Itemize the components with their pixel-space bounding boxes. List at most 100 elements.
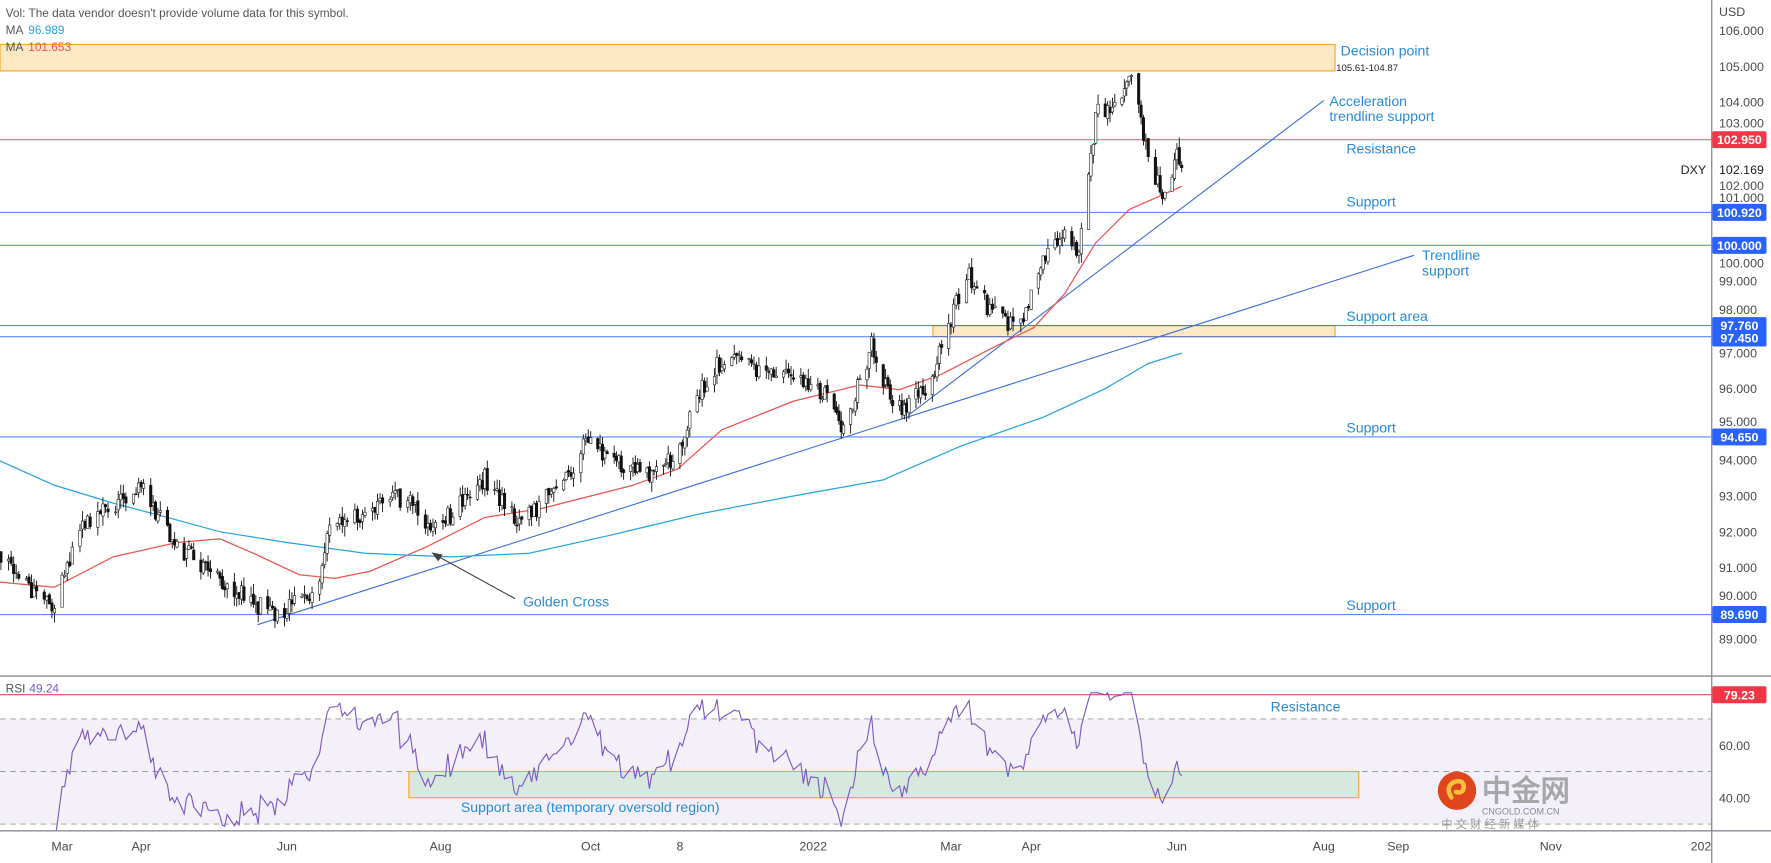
candle-bullish <box>353 509 357 523</box>
candle-bullish <box>562 479 566 491</box>
candle-bearish <box>923 392 927 396</box>
acceleration-trendline[interactable] <box>908 100 1325 416</box>
candle-bullish <box>1110 106 1114 113</box>
candle-bullish <box>446 507 450 526</box>
candle-bullish <box>343 519 347 527</box>
candle-bullish <box>993 305 997 308</box>
candle-bearish <box>355 508 359 523</box>
candle-bullish <box>581 438 585 455</box>
candle-bullish <box>60 574 64 608</box>
candle-bearish <box>124 496 128 504</box>
price-tick: 92.000 <box>1719 525 1757 539</box>
candle-bearish <box>698 397 702 399</box>
price-tick: 93.000 <box>1719 490 1757 504</box>
candle-bearish <box>98 510 102 515</box>
trendline-label-2: support <box>1422 263 1469 279</box>
candle-bearish <box>29 582 34 599</box>
candle-bullish <box>65 562 69 574</box>
candle-bullish <box>965 279 969 304</box>
candle-bullish <box>654 466 658 472</box>
candle-bullish <box>216 570 220 573</box>
candle-bearish <box>940 344 944 348</box>
candle-bullish <box>564 471 568 480</box>
candle-bullish <box>510 506 514 508</box>
candle-bullish <box>664 463 668 465</box>
candle-bullish <box>96 511 100 528</box>
candle-bullish <box>804 378 808 387</box>
candle-bearish <box>818 383 822 400</box>
candle-bullish <box>1175 149 1179 160</box>
candle-bullish <box>937 346 941 364</box>
candle-bullish <box>671 461 675 470</box>
candle-bullish <box>287 598 291 614</box>
time-tick: 202 <box>1691 840 1712 854</box>
support-label-3: Support <box>1346 597 1395 613</box>
price-tick: 91.000 <box>1719 561 1757 575</box>
candle-bullish <box>1172 159 1177 179</box>
candle-bullish <box>268 605 272 611</box>
candle-bearish <box>47 594 51 605</box>
horizontal-levels[interactable] <box>0 139 1712 696</box>
candle-bullish <box>549 490 553 495</box>
candle-bearish <box>153 501 158 520</box>
candle-bullish <box>137 482 141 493</box>
candle-bearish <box>567 470 571 473</box>
candle-bullish <box>393 490 397 494</box>
candle-bearish <box>305 595 309 600</box>
candle-bearish <box>806 378 810 390</box>
candle-bearish <box>735 352 739 356</box>
candle-bullish <box>722 364 726 370</box>
candle-bearish <box>1146 138 1150 157</box>
candle-bullish <box>431 526 435 532</box>
candle-bearish <box>605 451 609 455</box>
support-area-zone[interactable] <box>932 324 1336 338</box>
candle-bullish <box>661 464 666 467</box>
golden-cross-label: Golden Cross <box>523 594 609 610</box>
candle-bullish <box>70 546 74 565</box>
candle-bearish <box>121 493 125 500</box>
golden-cross-arrow[interactable] <box>434 554 516 600</box>
candle-bearish <box>0 551 3 563</box>
time-axis[interactable] <box>0 831 1771 863</box>
candle-bullish <box>544 489 548 504</box>
price-tick: 97.000 <box>1719 346 1757 360</box>
candle-bearish <box>612 452 616 458</box>
candle-bullish <box>1036 273 1040 289</box>
candle-bearish <box>754 364 758 377</box>
candle-bullish <box>275 609 279 622</box>
candle-bearish <box>520 516 524 520</box>
candle-bullish <box>732 354 736 358</box>
candle-bullish <box>413 502 417 505</box>
candle-bullish <box>52 608 56 614</box>
candle-bearish <box>638 462 642 472</box>
time-tick: Oct <box>581 840 601 854</box>
candle-bullish <box>408 495 412 504</box>
rsi-support-zone[interactable] <box>408 770 1360 799</box>
candle-bearish <box>485 468 489 491</box>
candle-bullish <box>907 398 911 413</box>
candle-bullish <box>45 596 49 601</box>
rsi-tick: 40.00 <box>1719 791 1750 805</box>
candle-bearish <box>411 496 415 506</box>
rsi-value: 49.24 <box>29 681 59 695</box>
candle-bearish <box>165 509 169 526</box>
candle-bullish <box>823 387 827 400</box>
candle-bearish <box>1011 316 1015 322</box>
candle-bullish <box>853 400 857 412</box>
rsi-tick: 60.00 <box>1719 739 1750 753</box>
candle-bearish <box>872 338 876 358</box>
support-label-2: Support <box>1346 420 1395 436</box>
trendline-label-1: Trendline <box>1422 247 1480 263</box>
candle-bearish <box>290 599 294 605</box>
candle-bullish <box>378 498 382 502</box>
candle-bearish <box>88 516 92 527</box>
candle-bearish <box>740 356 744 361</box>
ma-fast-line[interactable] <box>0 185 1183 588</box>
candle-bullish <box>360 514 364 522</box>
rsi-line[interactable] <box>49 691 1183 846</box>
decision-point-zone[interactable] <box>0 43 1336 72</box>
acceleration-label-1: Acceleration <box>1329 93 1407 109</box>
candle-bearish <box>891 399 895 407</box>
candle-bullish <box>320 565 324 584</box>
